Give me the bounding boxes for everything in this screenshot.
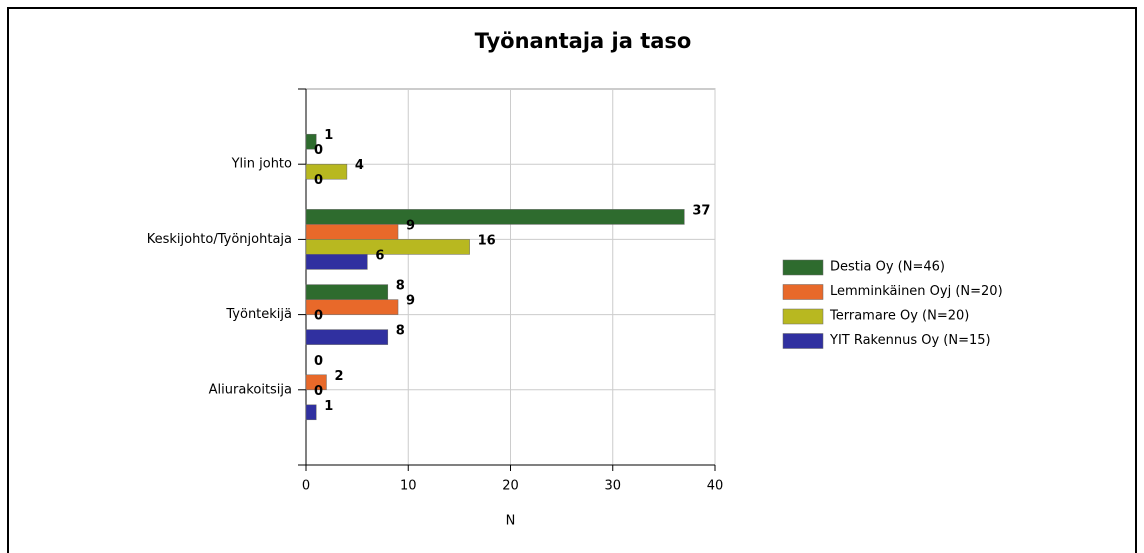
legend-label: Destia Oy (N=46) [830,260,945,275]
bar [305,299,399,315]
bar [305,284,389,300]
bar [305,329,389,345]
legend-swatch [782,284,824,300]
x-axis-label: N [506,514,516,529]
value-label: 16 [478,233,496,248]
bar [305,404,317,421]
legend-swatch [782,308,824,325]
x-tick-label: 30 [604,479,621,494]
bar [305,133,317,150]
value-label: 1 [324,128,333,143]
bar [305,224,399,240]
y-tick-label: Työntekijä [225,307,292,322]
value-label: 4 [355,158,364,173]
value-label: 0 [314,384,323,399]
value-label: 8 [396,324,405,339]
x-tick-label: 20 [502,479,519,494]
legend-label: Lemminkäinen Oyj (N=20) [830,284,1003,299]
legend-swatch [782,259,824,276]
value-label: 37 [692,203,710,218]
legend-swatch [782,333,824,349]
bar [305,163,348,180]
value-label: 0 [314,309,323,324]
x-tick-label: 40 [707,479,724,494]
x-tick-label: 0 [302,479,310,494]
value-label: 9 [406,218,415,233]
y-tick-label: Ylin johto [231,157,292,172]
x-tick-label: 10 [400,479,417,494]
value-label: 0 [314,143,323,158]
value-label: 0 [314,354,323,369]
value-label: 8 [396,279,405,294]
y-tick-label: Aliurakoitsija [209,382,292,397]
legend-label: YIT Rakennus Oy (N=15) [829,333,991,348]
value-label: 2 [334,369,343,384]
bar [305,209,685,225]
value-label: 9 [406,294,415,309]
bar [305,254,368,270]
chart-title: Työnantaja ja taso [475,29,692,53]
legend-label: Terramare Oy (N=20) [829,309,969,324]
bar [305,374,327,391]
bar [305,239,470,255]
y-tick-label: Keskijohto/Työnjohtaja [147,232,292,247]
value-label: 6 [375,248,384,263]
value-label: 0 [314,173,323,188]
value-label: 1 [324,399,333,414]
